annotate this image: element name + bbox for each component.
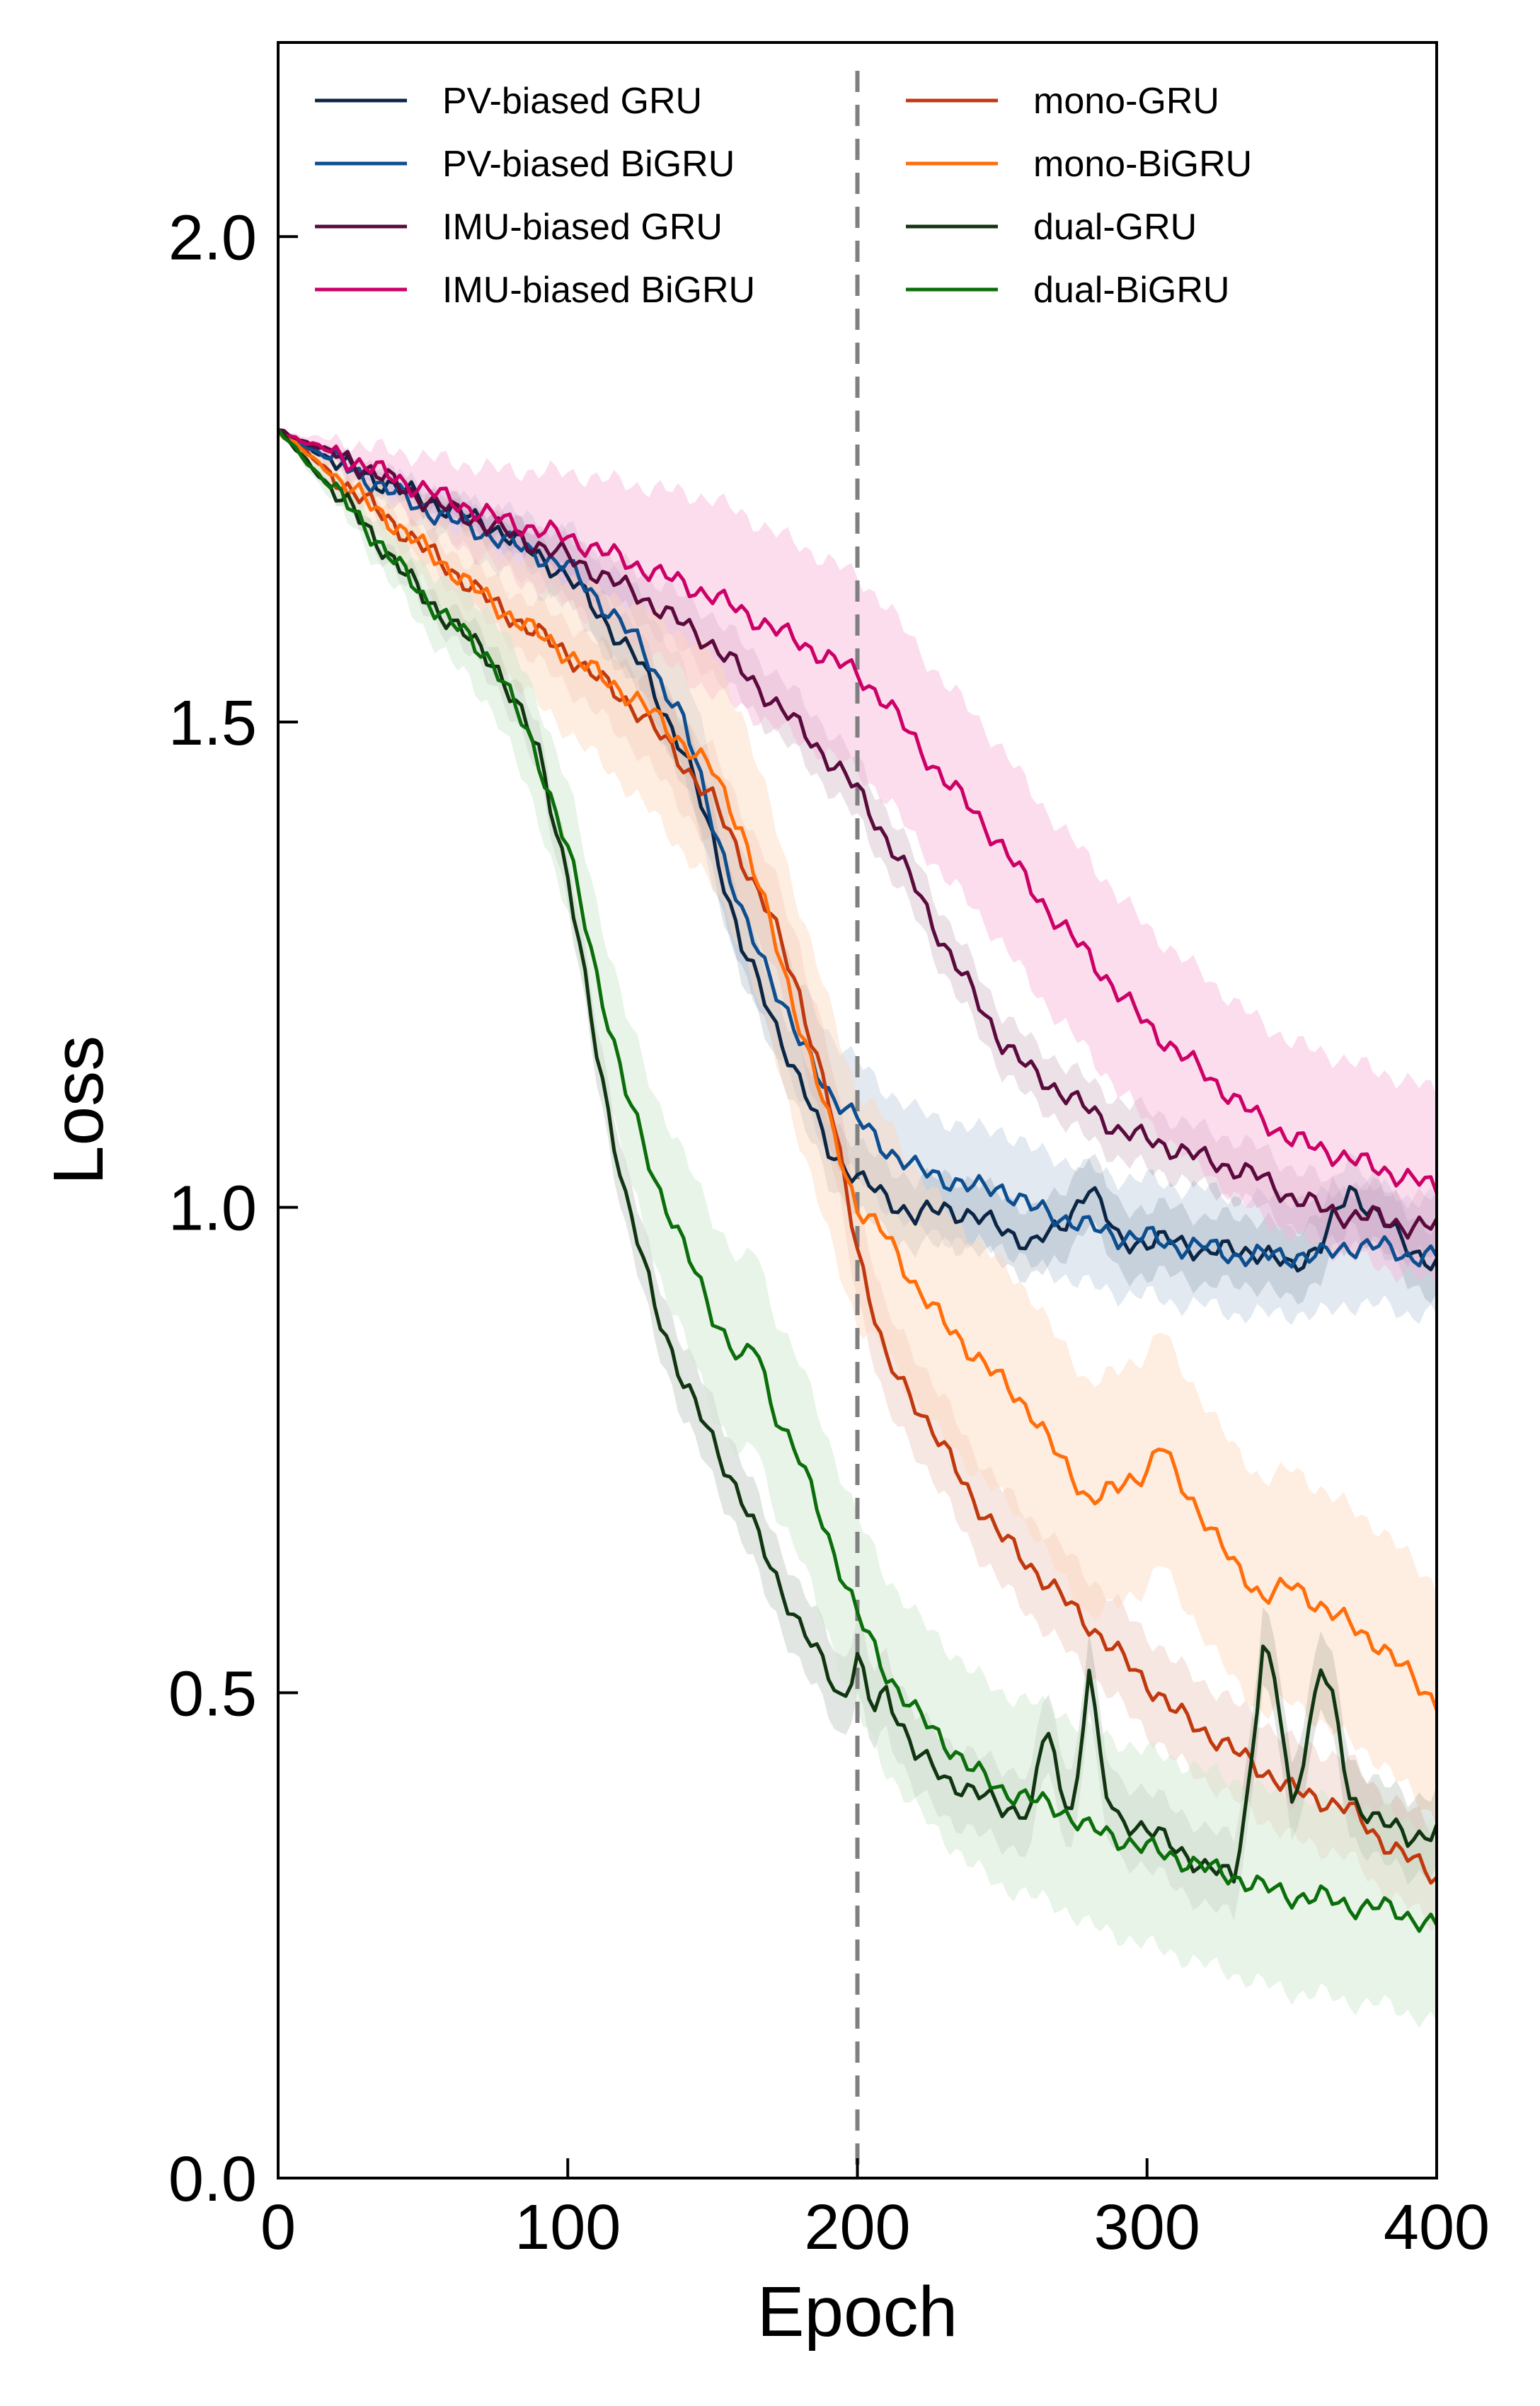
band-mono-gru xyxy=(278,432,1437,1932)
y-tick-label-0.0: 0.0 xyxy=(168,2144,257,2215)
legend-label-imu-biased-gru: IMU-biased GRU xyxy=(442,207,723,248)
x-axis-title: Epoch xyxy=(757,2272,958,2351)
legend-label-dual-bigru: dual-BiGRU xyxy=(1033,270,1229,311)
line-pv-biased-bigru xyxy=(277,428,1439,1269)
legend-label-dual-gru: dual-GRU xyxy=(1033,207,1197,248)
y-tick-label-1.0: 1.0 xyxy=(168,1174,257,1244)
x-tick-label-400: 400 xyxy=(1384,2192,1490,2263)
tick-labels: 0 100 200 300 400 0.0 0.5 1.0 1.5 2.0 xyxy=(168,202,1490,2263)
line-imu-biased-bigru xyxy=(277,429,1439,1194)
y-axis-title: Loss xyxy=(39,1036,118,1185)
y-tick-label-2.0: 2.0 xyxy=(168,202,257,273)
tick-marks xyxy=(277,235,1438,2179)
legend-label-mono-bigru: mono-BiGRU xyxy=(1033,144,1252,185)
legend: PV-biased GRU PV-biased BiGRU IMU-biased G… xyxy=(315,81,1252,311)
legend-label-mono-gru: mono-GRU xyxy=(1033,81,1219,122)
x-tick-label-300: 300 xyxy=(1094,2192,1200,2263)
legend-label-pv-biased-gru: PV-biased GRU xyxy=(442,81,702,122)
band-pv-biased-bigru xyxy=(278,430,1437,1325)
band-dual-gru xyxy=(278,431,1437,1921)
x-tick-label-200: 200 xyxy=(804,2192,910,2263)
band-imu-biased-gru xyxy=(278,430,1437,1267)
line-mono-bigru xyxy=(277,430,1439,1711)
legend-label-imu-biased-bigru: IMU-biased BiGRU xyxy=(442,270,755,311)
series-lines xyxy=(276,428,1439,1933)
line-mono-gru xyxy=(277,430,1438,1885)
x-tick-label-0: 0 xyxy=(260,2192,296,2263)
band-imu-biased-bigru xyxy=(278,430,1437,1290)
legend-label-pv-biased-bigru: PV-biased BiGRU xyxy=(442,144,735,185)
x-tick-label-100: 100 xyxy=(515,2192,621,2263)
y-tick-label-1.5: 1.5 xyxy=(168,688,257,759)
line-imu-biased-gru xyxy=(277,428,1439,1240)
band-dual-bigru xyxy=(278,429,1437,2029)
line-dual-bigru xyxy=(276,428,1439,1933)
y-tick-label-0.5: 0.5 xyxy=(168,1659,257,1729)
